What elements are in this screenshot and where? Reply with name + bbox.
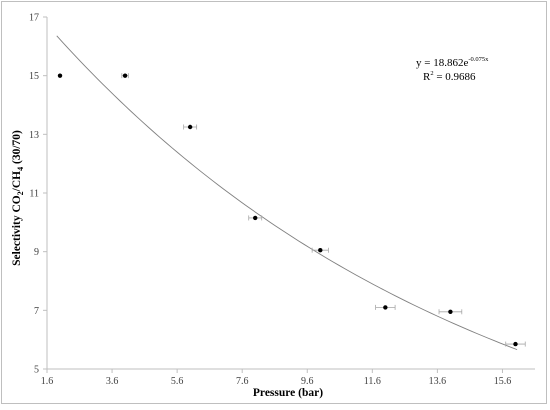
y-tick-label: 15 [29, 71, 39, 82]
x-tick-label: 5.6 [171, 376, 184, 387]
y-tick-label: 9 [34, 247, 39, 258]
trendline-equation: y = 18.862e-0.075x [416, 56, 489, 69]
y-tick-label: 11 [29, 189, 39, 200]
y-tick-label: 5 [34, 365, 39, 376]
y-tick-labels: 5 7 9 11 13 15 17 [29, 13, 39, 376]
trendline-r-squared: R2 = 0.9686 [423, 70, 476, 83]
x-tick-label: 15.6 [494, 376, 512, 387]
data-point [318, 248, 323, 253]
x-tick-label: 1.6 [41, 376, 54, 387]
x-tick-labels: 1.6 3.6 5.6 7.6 9.6 11.6 13.6 15.6 [41, 376, 511, 387]
x-tick-label: 13.6 [429, 376, 447, 387]
data-point [187, 124, 193, 130]
axes [43, 16, 535, 373]
data-point [253, 215, 258, 221]
x-tick-label: 7.6 [236, 376, 249, 387]
trendline [56, 35, 518, 351]
data-point [57, 73, 63, 78]
data-point [513, 341, 518, 347]
x-tick-label: 11.6 [364, 376, 381, 387]
x-tick-label: 9.6 [301, 376, 314, 387]
data-points [57, 73, 518, 347]
error-bars [121, 73, 526, 347]
x-axis-title: Pressure (bar) [253, 387, 323, 399]
y-tick-label: 7 [34, 306, 39, 317]
y-tick-label: 17 [29, 13, 39, 24]
y-axis-title: Selectivity CO2/CH4 (30/70) [11, 130, 25, 266]
data-point [122, 73, 128, 78]
x-tick-label: 3.6 [106, 376, 119, 387]
data-point [383, 305, 388, 310]
chart-frame: 5 7 9 11 13 15 17 1.6 3.6 5.6 7.6 9.6 11.6 13.6 15.6 … [1, 1, 547, 404]
data-point [448, 309, 453, 314]
y-tick-label: 13 [29, 130, 39, 141]
